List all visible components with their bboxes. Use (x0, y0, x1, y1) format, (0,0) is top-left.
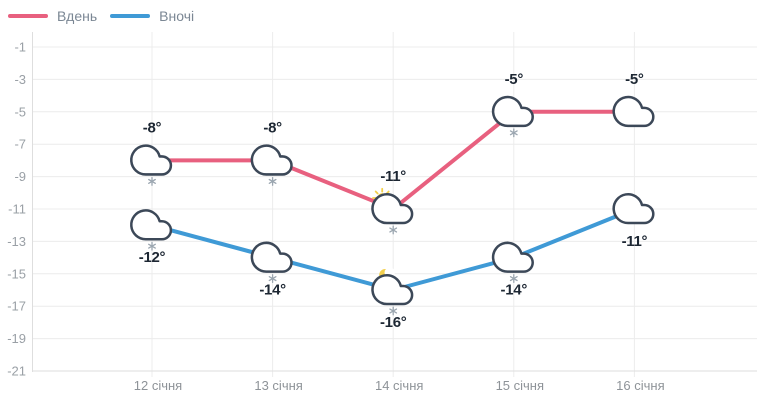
y-axis-tick-label: -11 (8, 202, 26, 217)
data-point-night-0: -12° (130, 209, 173, 266)
cloud-icon (371, 273, 414, 306)
data-point-day-3: -5° (491, 71, 534, 138)
snowflake-icon (389, 227, 398, 233)
x-axis-tick-label: 12 січня (134, 378, 182, 393)
temperature-label: -5° (505, 71, 524, 88)
cloud-icon (612, 95, 655, 128)
cloud-icon (130, 209, 173, 241)
cloud-icon (130, 144, 173, 176)
y-axis-tick-label: -7 (14, 137, 26, 152)
night-line-swatch (110, 14, 151, 18)
snowflake-icon (268, 178, 277, 184)
snowflake-icon (148, 178, 156, 184)
snowflake-icon (268, 276, 277, 282)
snowflake-icon (509, 130, 518, 136)
data-point-day-1: -8° (250, 119, 293, 186)
snowflake-icon (509, 276, 518, 282)
y-axis-tick-label: -3 (14, 72, 26, 87)
x-axis-tick-label: 16 січня (616, 378, 664, 393)
y-axis-tick-label: -15 (7, 266, 26, 281)
x-axis-tick-label: 13 січня (254, 378, 302, 393)
data-point-night-2: -16° (371, 267, 414, 331)
cloud-icon (491, 95, 534, 128)
cloud-icon (250, 241, 293, 273)
temperature-label: -11° (380, 168, 406, 185)
data-point-night-3: -14° (491, 241, 534, 299)
data-point-night-1: -14° (250, 241, 293, 299)
cloud-icon (250, 144, 293, 176)
y-axis-tick-label: -5 (14, 104, 26, 119)
temperature-label: -8° (263, 119, 282, 136)
x-axis-tick-label: 14 січня (375, 378, 423, 393)
temperature-label: -5° (625, 71, 644, 88)
temperature-label: -16° (380, 314, 407, 331)
legend-label-day: Вдень (57, 8, 98, 24)
temperature-label: -11° (622, 233, 648, 250)
day-line-swatch (8, 14, 48, 18)
cloud-icon (371, 192, 414, 225)
cloud-icon (612, 192, 655, 225)
sun-ray (374, 190, 379, 195)
y-axis-tick-label: -13 (7, 234, 26, 249)
data-point-day-0: -8° (130, 119, 173, 186)
snowflake-icon (148, 243, 156, 249)
temperature-label: -14° (501, 282, 528, 299)
legend-label-night: Вночі (159, 8, 195, 24)
legend-item-night: Вночі (110, 9, 194, 23)
cloud-icon (491, 241, 534, 273)
chart-legend: Вдень Вночі (8, 9, 194, 23)
y-axis-tick-label: -9 (14, 169, 26, 184)
x-axis-tick-label: 15 січня (496, 378, 544, 393)
temperature-label: -12° (139, 249, 166, 266)
temperature-label: -8° (143, 119, 162, 136)
data-point-day-4: -5° (612, 71, 655, 128)
y-axis-tick-label: -1 (14, 40, 26, 55)
data-point-night-4: -11° (612, 192, 655, 250)
temperature-label: -14° (259, 282, 286, 299)
y-axis-tick-label: -17 (7, 299, 26, 314)
y-axis-tick-label: -21 (7, 364, 26, 379)
snowflake-icon (389, 308, 398, 314)
y-axis-tick-label: -19 (7, 331, 26, 346)
legend-item-day: Вдень (8, 9, 97, 23)
data-point-day-2: -11° (371, 168, 414, 235)
